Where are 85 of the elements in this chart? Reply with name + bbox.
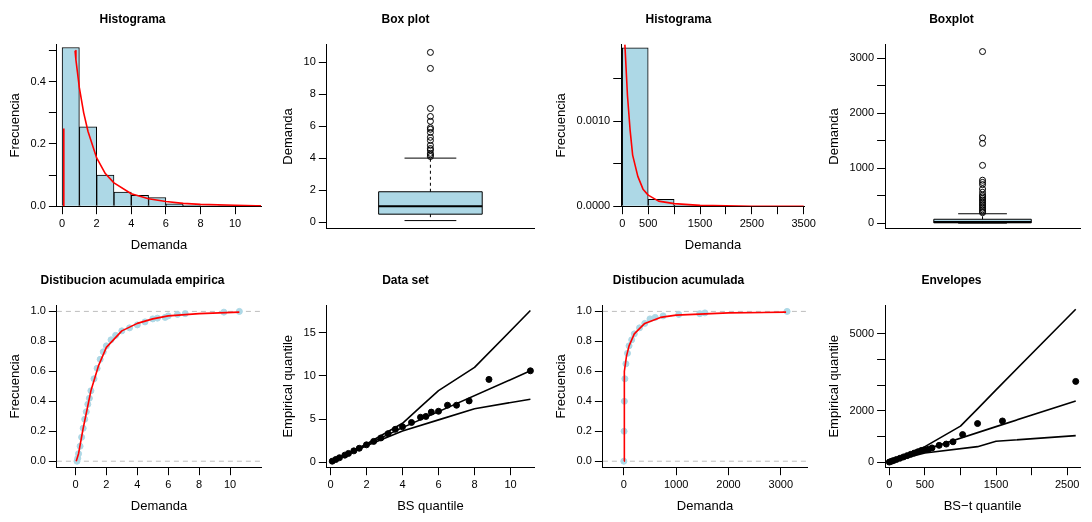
- x-axis-title: Demanda: [130, 497, 188, 513]
- y-tick-label: 2000: [849, 106, 875, 119]
- y-tick-label: 0.4: [30, 74, 46, 87]
- y-tick-label: 5000: [849, 326, 875, 339]
- chart-title: Envelopes: [921, 272, 982, 287]
- chart-title: Distibucion acumulada empirica: [40, 272, 225, 287]
- x-tick-label: 500: [639, 216, 658, 229]
- y-tick-label: 1.0: [576, 304, 592, 317]
- y-tick-label: 0.6: [576, 364, 592, 377]
- x-tick-label: 6: [162, 216, 169, 229]
- y-axis-title: Empirical quantile: [280, 335, 296, 438]
- x-tick-label: 6: [435, 477, 442, 490]
- x-tick-label: 0: [620, 477, 627, 490]
- y-tick-label: 0.0: [576, 454, 592, 467]
- x-tick-label: 0: [619, 216, 626, 229]
- y-tick-label: 0.2: [30, 424, 46, 437]
- x-tick-label: 1000: [663, 477, 689, 490]
- y-tick-label: 0.0010: [576, 114, 611, 127]
- y-tick-label: 0.2: [576, 424, 592, 437]
- x-tick-label: 2: [363, 477, 370, 490]
- y-tick-label: 0.0000: [576, 199, 611, 212]
- x-tick-label: 0: [327, 477, 334, 490]
- y-tick-label: 1000: [849, 161, 875, 174]
- x-tick-label: 10: [223, 477, 237, 490]
- x-tick-label: 8: [196, 477, 203, 490]
- chart-title: Distibucion acumulada: [612, 272, 745, 287]
- y-tick-label: 0: [867, 455, 875, 468]
- y-tick-label: 2: [309, 183, 316, 196]
- x-tick-label: 4: [399, 477, 406, 490]
- y-tick-label: 0.8: [576, 334, 592, 347]
- x-tick-label: 500: [915, 477, 935, 490]
- y-tick-label: 0.4: [576, 394, 592, 407]
- y-tick-label: 0: [309, 455, 316, 468]
- y-tick-label: 0.6: [30, 364, 46, 377]
- x-axis-title: BS quantile: [397, 497, 464, 513]
- y-tick-label: 10: [303, 369, 316, 381]
- y-tick-label: 0.0: [30, 454, 46, 467]
- y-tick-label: 0.0: [30, 199, 46, 212]
- y-tick-label: 6: [309, 119, 316, 132]
- chart-title: Boxplot: [929, 11, 974, 26]
- y-axis-title: Empirical quantile: [826, 335, 842, 438]
- chart-title: Box plot: [381, 11, 430, 26]
- x-axis-title: Demanda: [676, 497, 734, 513]
- y-tick-label: 3000: [849, 51, 875, 64]
- y-tick-label: 15: [303, 325, 316, 338]
- y-tick-label: 10: [303, 55, 316, 68]
- x-tick-label: 1500: [983, 477, 1009, 490]
- y-axis-title: Demanda: [280, 107, 296, 165]
- chart-title: Histograma: [99, 11, 166, 26]
- y-tick-label: 8: [309, 87, 316, 100]
- y-axis-title: Frecuencia: [553, 92, 569, 158]
- x-tick-label: 1500: [687, 216, 713, 229]
- x-tick-label: 10: [504, 477, 517, 490]
- x-tick-label: 0: [72, 477, 79, 490]
- x-tick-label: 3000: [768, 477, 794, 490]
- y-tick-label: 0.2: [30, 137, 46, 149]
- x-tick-label: 2000: [716, 477, 741, 490]
- y-axis-title: Frecuencia: [7, 353, 23, 419]
- y-tick-label: 2000: [849, 403, 875, 416]
- y-tick-label: 0.8: [30, 334, 46, 347]
- x-tick-label: 8: [197, 216, 204, 229]
- y-tick-label: 5: [309, 412, 316, 425]
- y-axis-title: Demanda: [826, 107, 842, 165]
- x-tick-label: 6: [165, 477, 172, 490]
- x-axis-title: Demanda: [684, 236, 742, 252]
- x-tick-label: 2500: [1054, 477, 1080, 490]
- y-tick-label: 0.4: [30, 394, 46, 407]
- chart-title: Data set: [382, 272, 429, 287]
- x-tick-label: 8: [471, 477, 478, 490]
- y-tick-label: 4: [309, 151, 316, 164]
- x-tick-label: 4: [134, 477, 141, 490]
- chart-title: Histograma: [645, 11, 712, 26]
- x-tick-label: 0: [886, 477, 893, 490]
- x-axis-title: Demanda: [130, 236, 188, 252]
- x-tick-label: 3500: [791, 216, 816, 229]
- x-tick-label: 2500: [739, 216, 765, 229]
- y-axis-title: Frecuencia: [553, 353, 569, 419]
- x-tick-label: 0: [59, 216, 66, 229]
- x-axis-title: BS−t quantile: [943, 497, 1022, 513]
- x-tick-label: 2: [93, 216, 100, 229]
- x-tick-label: 2: [103, 477, 110, 490]
- y-axis-title: Frecuencia: [7, 92, 23, 158]
- y-tick-label: 1.0: [30, 304, 46, 317]
- x-tick-label: 4: [128, 216, 135, 229]
- x-tick-label: 10: [228, 216, 242, 229]
